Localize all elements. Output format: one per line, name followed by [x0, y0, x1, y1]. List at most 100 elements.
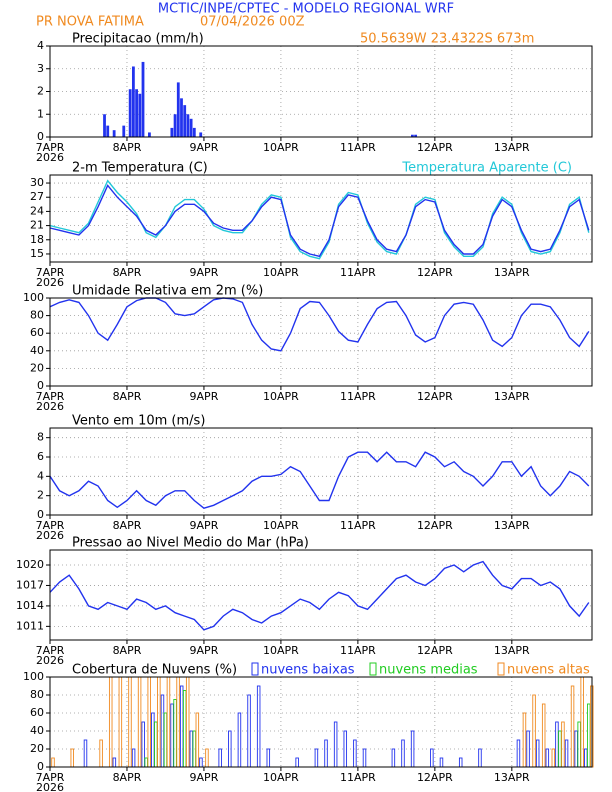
bar: [414, 134, 418, 137]
bar: [144, 757, 148, 768]
x-tick-label: 13APR: [494, 644, 530, 657]
bar: [411, 134, 414, 137]
y-tick-label: 40: [30, 724, 44, 737]
y-tick-label: 4: [37, 469, 44, 482]
bar: [295, 757, 299, 768]
bar: [183, 105, 187, 137]
bar: [189, 730, 194, 768]
x-tick-label: 13APR: [494, 141, 530, 154]
y-tick-label: 20: [30, 361, 44, 374]
bar: [577, 721, 581, 768]
panel-title: Pressao ao Nivel Medio do Mar (hPa): [72, 536, 309, 551]
y-tick-label: 0: [37, 508, 44, 521]
legend-swatch: [251, 662, 259, 676]
bar: [564, 739, 569, 768]
bar: [106, 125, 110, 137]
bar: [176, 676, 180, 768]
panel-frame: [49, 549, 593, 641]
x-tick-label: 9APR: [190, 141, 219, 154]
x-tick-label: 9APR: [190, 771, 219, 784]
y-tick-label: 20: [30, 742, 44, 755]
bar: [247, 694, 251, 768]
bar: [192, 127, 196, 137]
bar: [237, 712, 242, 768]
bar: [555, 721, 559, 768]
bar: [545, 748, 550, 768]
x-tick-label: 7APR: [36, 141, 65, 154]
x-tick-label: 8APR: [113, 266, 142, 279]
x-tick-label: 12APR: [417, 644, 453, 657]
bar: [192, 730, 197, 768]
x-tick-label: 12APR: [417, 390, 453, 403]
bar: [256, 685, 261, 768]
panel-frame: [49, 45, 593, 138]
y-tick-label: 3: [37, 62, 44, 75]
bar: [186, 114, 190, 137]
panel-frame: [49, 174, 593, 263]
x-tick-label: 11APR: [340, 141, 376, 154]
bar: [584, 748, 588, 768]
x-tick-label: 11APR: [340, 771, 376, 784]
bar: [333, 721, 338, 768]
y-tick-label: 80: [30, 309, 44, 322]
x-year-label: 2026: [36, 781, 64, 792]
bar: [189, 118, 193, 137]
y-tick-label: 2: [37, 489, 44, 502]
y-tick-label: 8: [37, 431, 44, 444]
bar: [266, 748, 271, 768]
bar: [108, 676, 113, 768]
bar: [526, 730, 530, 768]
bar: [70, 748, 74, 768]
y-tick-label: 1020: [16, 558, 44, 571]
bar: [170, 703, 174, 768]
legend-label: Temperatura Aparente (C): [401, 161, 572, 176]
bar: [135, 89, 138, 137]
x-tick-label: 10APR: [263, 519, 299, 532]
bar: [228, 730, 232, 768]
panel-title: Vento em 10m (m/s): [72, 414, 205, 429]
y-tick-label: 40: [30, 344, 44, 357]
data-line: [49, 184, 590, 258]
y-tick-label: 6: [37, 450, 44, 463]
x-tick-label: 10APR: [263, 390, 299, 403]
x-tick-label: 12APR: [417, 771, 453, 784]
y-tick-label: 1014: [16, 599, 44, 612]
x-tick-label: 11APR: [340, 519, 376, 532]
bar: [118, 676, 123, 768]
bar: [535, 739, 540, 768]
bar: [176, 82, 180, 137]
bar: [180, 98, 183, 137]
x-year-label: 2026: [36, 529, 64, 542]
bar: [128, 676, 132, 768]
legend-label: nuvens baixas: [261, 663, 355, 678]
legend-label: nuvens medias: [379, 663, 478, 678]
panel-frame: [49, 297, 593, 387]
bar: [141, 721, 145, 768]
x-tick-label: 10APR: [263, 141, 299, 154]
bar: [103, 114, 106, 137]
y-tick-label: 4: [37, 39, 44, 52]
bar: [439, 757, 444, 768]
bar: [182, 690, 187, 768]
bar: [173, 114, 177, 137]
run-date: 07/04/2026 00Z: [200, 15, 305, 30]
bar: [558, 730, 562, 768]
bar: [522, 712, 527, 768]
data-line: [49, 560, 590, 631]
panel-title: Umidade Relativa em 2m (%): [72, 284, 263, 299]
x-year-label: 2026: [36, 276, 64, 289]
bar: [587, 703, 591, 768]
legend-swatch: [497, 662, 505, 676]
x-tick-label: 8APR: [113, 141, 142, 154]
x-tick-label: 8APR: [113, 644, 142, 657]
y-tick-label: 100: [23, 291, 44, 304]
bar: [205, 748, 209, 768]
bar: [148, 132, 151, 137]
bar: [112, 130, 116, 137]
bar: [570, 685, 575, 768]
bar: [574, 730, 578, 768]
bar: [532, 694, 536, 768]
y-tick-label: 27: [30, 190, 44, 203]
bar: [173, 699, 177, 768]
y-tick-label: 1: [37, 107, 44, 120]
